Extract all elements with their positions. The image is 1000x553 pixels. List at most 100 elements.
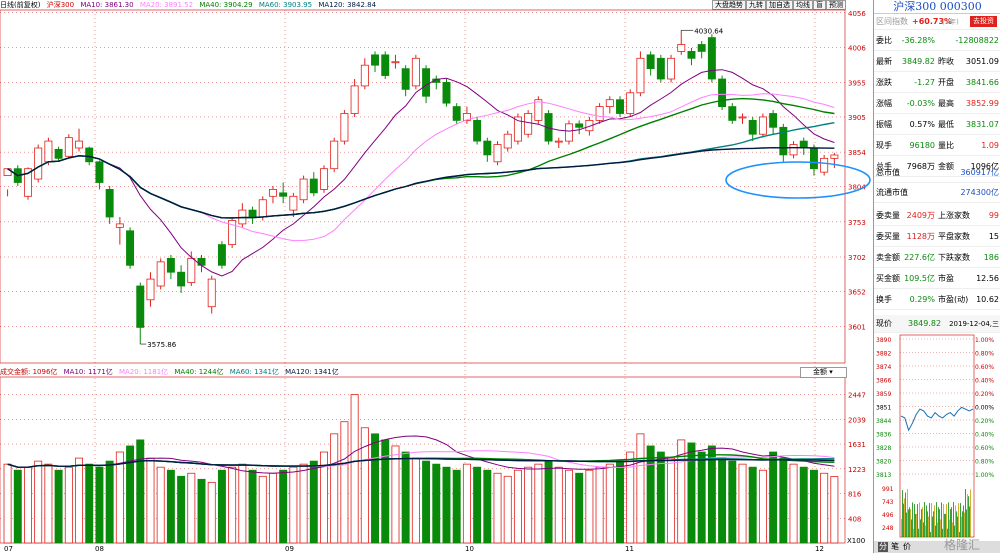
mini-vol-bar <box>916 513 917 537</box>
bottom-tab-0[interactable]: 分 <box>878 542 888 552</box>
quote-label: 现手 <box>876 141 892 150</box>
index-name: 沪深300 <box>46 1 75 9</box>
volume-bar <box>707 445 716 544</box>
volume-select[interactable]: 金额 ▾ <box>800 367 847 378</box>
toolbar-btn-4[interactable]: 盲 <box>813 0 826 10</box>
volume-bar <box>820 472 829 544</box>
candle-body <box>177 271 186 287</box>
toolbar-btn-5[interactable]: 预测 <box>826 0 846 10</box>
mini-left-tick: 3859 <box>876 391 891 398</box>
interval-change-row: 区间指数 +60.73% (3年) 去投资 <box>874 14 1000 30</box>
kline-panel: 日线(前复权) 沪深300 MA10: 3861.30 MA20: 3891.5… <box>0 0 873 553</box>
toolbar-btn-1[interactable]: 九转 <box>746 0 766 10</box>
mini-vol-bar <box>907 489 908 537</box>
volume-legend: 成交金额: 1096亿 MA10: 1171亿 MA20: 1181亿 MA40… <box>0 367 343 377</box>
volume-bar <box>534 463 543 544</box>
candle-body <box>575 123 584 128</box>
mini-vol-bar <box>968 496 969 537</box>
intraday-date: 2019-12-04,三 <box>949 320 999 328</box>
vol-ma10-line <box>7 435 835 474</box>
mini-vol-bar <box>903 503 904 537</box>
price-tick: 3905 <box>848 114 866 122</box>
quote-value: 0.57% <box>909 120 935 129</box>
mini-left-tick: 3851 <box>876 405 891 412</box>
mini-vol-bar <box>963 505 964 537</box>
mini-right-tick: 0.80% <box>975 351 994 358</box>
volume-bar <box>758 469 767 544</box>
price-tick: 3652 <box>848 289 866 297</box>
toolbar-btn-2[interactable]: 加自选 <box>766 0 793 10</box>
volume-bar <box>309 460 318 544</box>
mini-vol-bar <box>902 490 903 537</box>
mini-right-tick: 1.00% <box>975 472 994 479</box>
intraday-chart[interactable]: 3890 1.00% 3882 0.80% 3874 0.60% 3866 0.40% 3859… <box>874 333 1000 541</box>
candle-body <box>758 116 767 135</box>
quote-label: 换手 <box>876 295 892 304</box>
quote-label2: 最低 <box>938 120 954 129</box>
watermark: 格隆汇 <box>944 538 981 552</box>
mini-vol-bar <box>953 502 954 537</box>
toolbar-btn-3[interactable]: 均线 <box>793 0 813 10</box>
toolbar-btn-0[interactable]: 大盘趋势 <box>712 0 746 10</box>
volume-bar <box>330 433 339 544</box>
candle-body <box>809 147 818 170</box>
mini-vol-bar <box>922 507 923 537</box>
candle-body <box>728 106 737 121</box>
mini-vol-bar <box>954 525 955 537</box>
volume-bar <box>718 457 727 544</box>
candle-body <box>197 257 206 266</box>
volume-bar <box>187 472 196 544</box>
mini-price-line <box>900 406 974 432</box>
mini-right-tick: 0.60% <box>975 445 994 452</box>
mini-vol-bar <box>919 502 920 537</box>
price-tick: 3854 <box>848 149 866 157</box>
candle-body <box>268 188 277 197</box>
candle-body <box>156 261 165 287</box>
quote-label: 委买量 <box>876 232 900 241</box>
candle-body <box>626 92 635 114</box>
candle-body <box>279 192 288 197</box>
mini-vol-bar <box>955 505 956 537</box>
volume-bar <box>462 463 471 544</box>
candle-body <box>299 178 308 201</box>
ma20-label: MA20: 3891.52 <box>139 1 194 9</box>
candle-body <box>636 57 645 94</box>
vol-ma120-line <box>7 457 835 468</box>
mini-vol-tick: 743 <box>882 499 894 506</box>
intraday-label: 现价 <box>876 319 892 328</box>
volume-bar <box>248 469 257 544</box>
candle-body <box>105 188 114 218</box>
volume-bar <box>738 463 747 544</box>
candle-body <box>34 147 43 180</box>
mini-right-tick: 1.00% <box>975 337 994 344</box>
candle-body <box>248 209 257 218</box>
quote-value2: 12.56 <box>976 274 999 283</box>
mktcap-value: 360917亿 <box>960 168 999 177</box>
date-tick: 10 <box>465 545 474 553</box>
candle-body <box>452 106 461 121</box>
volume-bar <box>748 466 757 544</box>
candle-body <box>779 126 788 156</box>
candle-body <box>411 57 420 87</box>
ma120-label: MA120: 3842.84 <box>318 1 377 9</box>
mini-vol-bar <box>938 507 939 537</box>
volume-bar <box>483 469 492 544</box>
candle-body <box>289 195 298 211</box>
volume-bar <box>524 466 533 544</box>
bottom-tab-2[interactable]: 价 <box>903 542 911 551</box>
candle-body <box>799 140 808 149</box>
mini-vol-bar <box>951 507 952 537</box>
candlestick-chart[interactable]: 4056 4006 3955 3905 3854 3804 3753 3702 3652 3601… <box>0 0 873 553</box>
bottom-tab-1[interactable]: 笔 <box>891 542 899 551</box>
volume-bar <box>85 463 94 544</box>
float-row: 流通市值 274300亿 <box>874 183 1000 203</box>
quote-label2: 上涨家数 <box>938 211 970 220</box>
volume-bar <box>779 457 788 544</box>
quote-row: 最新 3849.82 昨收 3051.09 <box>874 51 1000 72</box>
mini-left-tick: 3820 <box>876 459 891 466</box>
candle-body <box>391 61 400 64</box>
volume-bar <box>422 460 431 544</box>
mini-vol-bar <box>932 516 933 537</box>
invest-button[interactable]: 去投资 <box>970 16 997 27</box>
volume-tick: 816 <box>848 491 862 499</box>
